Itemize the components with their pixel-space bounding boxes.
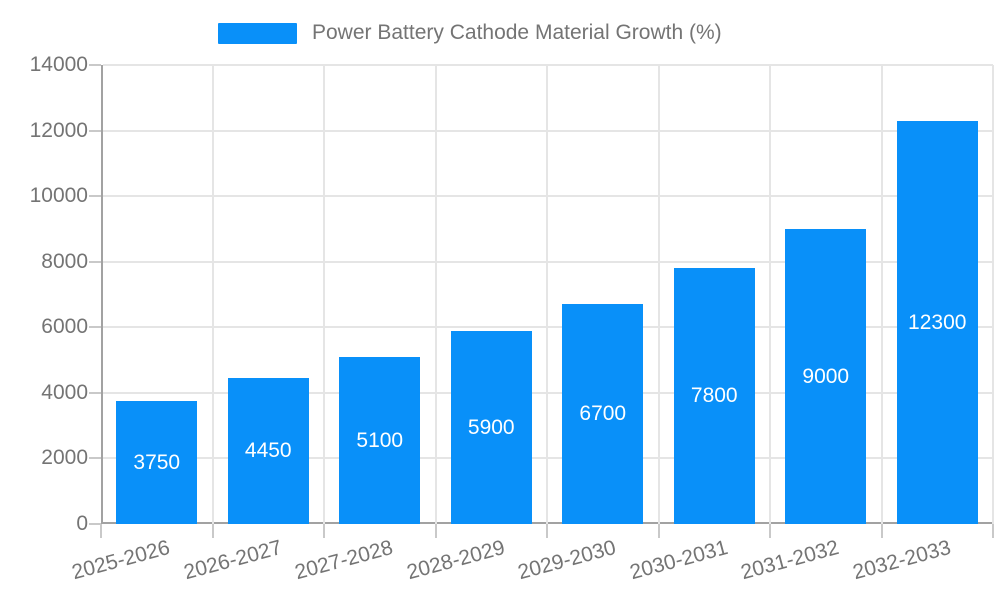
x-axis-tick — [323, 524, 325, 538]
bar[interactable]: 3750 — [116, 401, 198, 524]
bar[interactable]: 9000 — [785, 229, 867, 524]
y-axis-tick — [89, 523, 101, 525]
x-axis-tick — [657, 524, 660, 538]
y-axis-tick — [89, 260, 101, 263]
bar[interactable]: 5100 — [339, 357, 421, 524]
gridline-vertical — [323, 65, 325, 524]
gridline-vertical — [769, 65, 771, 524]
gridline-vertical — [211, 65, 214, 524]
x-axis-tick-label: 2028-2029 — [404, 536, 508, 585]
gridline-horizontal — [103, 260, 993, 263]
y-axis-tick-label: 8000 — [41, 249, 88, 273]
y-axis-tick-label: 6000 — [41, 315, 88, 339]
bar[interactable]: 4450 — [227, 378, 309, 524]
y-axis-tick — [89, 129, 101, 132]
x-axis-tick-label: 2031-2032 — [738, 536, 842, 585]
x-axis-tick-label: 2032-2033 — [850, 536, 954, 585]
x-axis-tick — [880, 524, 883, 538]
x-axis-tick — [769, 524, 771, 538]
y-axis-tick — [89, 391, 101, 394]
y-axis-tick-label: 2000 — [41, 446, 88, 470]
x-axis-tick — [434, 524, 437, 538]
bar-value-label: 7800 — [690, 384, 738, 407]
gridline-horizontal — [103, 391, 993, 394]
y-axis-tick — [89, 457, 101, 460]
y-axis-tick — [89, 64, 101, 66]
gridline-horizontal — [103, 195, 993, 198]
gridline-vertical — [546, 65, 548, 524]
x-axis-tick-label: 2029-2030 — [515, 536, 619, 585]
y-axis-tick — [89, 326, 101, 329]
x-axis-tick-label: 2027-2028 — [292, 536, 396, 585]
bar-value-label: 4450 — [244, 439, 292, 462]
bar[interactable]: 6700 — [562, 304, 644, 524]
y-axis-tick-label: 10000 — [29, 184, 88, 208]
bar-value-label: 9000 — [802, 364, 850, 388]
x-axis-tick — [211, 524, 214, 538]
bar-value-label: 3750 — [133, 450, 181, 474]
y-axis-tick-label: 0 — [76, 512, 88, 535]
legend-label: Power Battery Cathode Material Growth (%… — [312, 21, 722, 44]
gridline-vertical — [880, 65, 883, 524]
x-axis-tick — [100, 524, 102, 538]
bar[interactable]: 7800 — [673, 268, 755, 524]
x-axis-tick-label: 2026-2027 — [181, 536, 285, 585]
y-axis-tick-label: 4000 — [41, 380, 88, 404]
bar[interactable]: 12300 — [896, 121, 978, 524]
bar-value-label: 5100 — [356, 428, 404, 452]
bar-value-label: 12300 — [908, 310, 967, 334]
x-axis-tick-label: 2030-2031 — [627, 536, 731, 585]
bar[interactable]: 5900 — [450, 331, 532, 524]
x-axis-tick-label: 2025-2026 — [69, 536, 173, 585]
y-axis-tick-label: 14000 — [29, 53, 88, 76]
gridline-vertical — [992, 65, 994, 524]
bar-value-label: 6700 — [579, 402, 627, 425]
gridline-horizontal — [103, 457, 993, 460]
gridline-vertical — [434, 65, 437, 524]
gridline-horizontal — [103, 326, 993, 329]
gridline-vertical — [657, 65, 660, 524]
y-axis-tick — [89, 195, 101, 198]
x-axis-tick — [546, 524, 548, 538]
legend-item[interactable]: Power Battery Cathode Material Growth (%… — [218, 21, 722, 45]
y-axis-tick-label: 12000 — [29, 118, 88, 142]
legend-swatch-icon — [218, 22, 297, 44]
bar-value-label: 5900 — [467, 415, 515, 439]
x-axis-tick — [992, 524, 994, 538]
gridline-horizontal — [103, 64, 993, 66]
gridline-horizontal — [103, 129, 993, 132]
